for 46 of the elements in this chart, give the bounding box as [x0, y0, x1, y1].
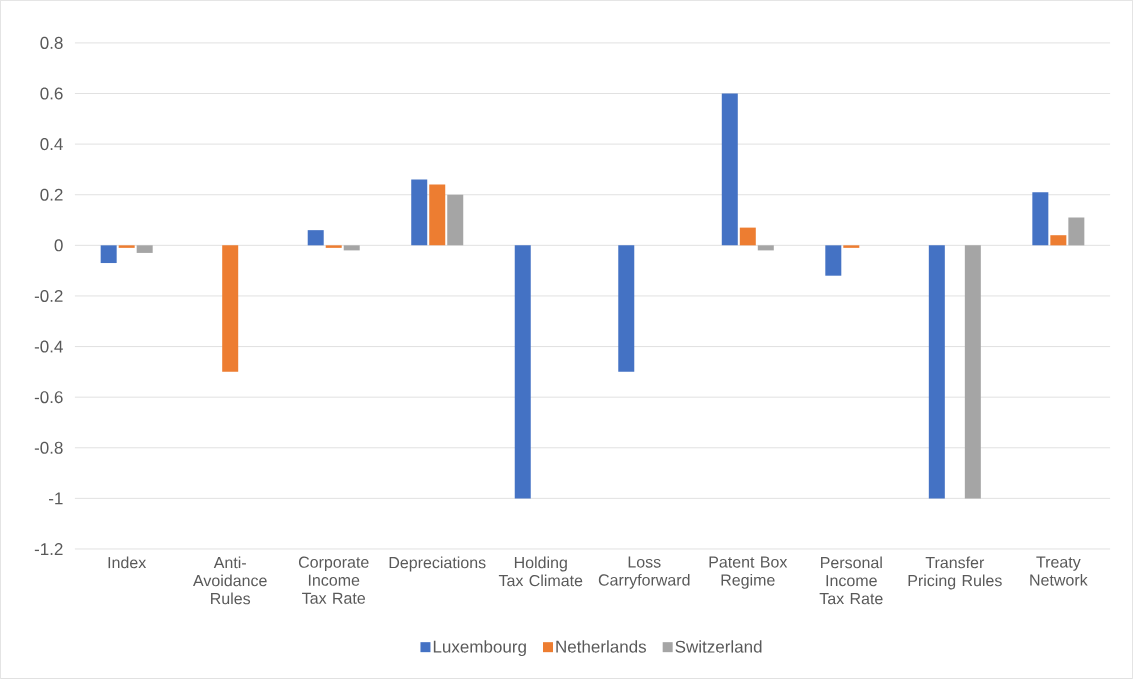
bar	[757, 245, 774, 251]
bar	[411, 179, 428, 246]
x-tick-label: Loss Carryforward	[598, 556, 690, 589]
x-tick-label: Transfer Pricing Rules	[908, 556, 1002, 590]
bar	[618, 245, 635, 372]
bar	[1032, 192, 1049, 246]
bar	[325, 245, 342, 248]
y-tick-label: 0.4	[40, 138, 63, 151]
bar	[343, 245, 360, 251]
y-tick-label: 0.6	[40, 87, 63, 100]
bar	[1050, 235, 1067, 246]
bar	[843, 245, 860, 248]
y-tick-label: -0.4	[34, 340, 63, 353]
bar	[429, 184, 446, 246]
x-tick-label: Personal Income Tax Rate	[819, 556, 883, 605]
bar	[928, 245, 945, 499]
legend-label: Switzerland	[675, 640, 762, 653]
bar	[136, 245, 153, 253]
bar	[1068, 217, 1085, 246]
y-tick-label: 0.8	[40, 36, 63, 49]
x-tick-label: Holding Tax Climate	[498, 556, 583, 587]
bar	[964, 245, 981, 499]
bar	[825, 245, 842, 276]
x-tick-label: Depreciations	[389, 556, 486, 572]
bar	[118, 245, 135, 248]
bar	[447, 194, 464, 246]
y-tick-label: 0	[54, 239, 63, 252]
y-tick-label: -0.6	[34, 391, 63, 404]
bar	[307, 230, 324, 246]
y-tick-label: 0.2	[40, 188, 63, 201]
x-tick-label: Anti-Avoidance Rules	[193, 556, 267, 605]
x-tick-label: Treaty Network	[1030, 556, 1088, 586]
legend-label: Netherlands	[556, 640, 647, 653]
x-tick-label: Index	[108, 556, 147, 569]
bar	[514, 245, 531, 499]
legend-label: Luxembourg	[433, 640, 526, 657]
x-tick-label: Patent Box Regime	[709, 556, 788, 589]
bar	[721, 93, 738, 246]
x-tick-label: Corporate Income Tax Rate	[298, 556, 369, 604]
y-tick-label: -1	[49, 492, 63, 505]
y-tick-label: -1.2	[34, 543, 63, 555]
bar	[739, 227, 756, 246]
y-tick-label: -0.8	[34, 441, 63, 454]
bar	[100, 245, 117, 264]
bar	[222, 245, 239, 372]
y-tick-label: -0.2	[34, 289, 63, 303]
